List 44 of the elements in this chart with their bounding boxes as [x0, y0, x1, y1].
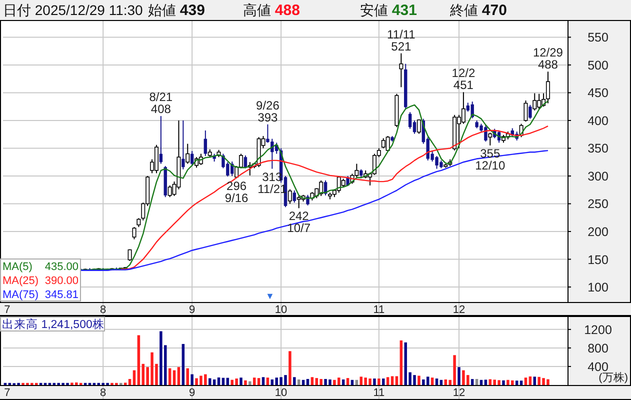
x-tick-label: 9: [189, 387, 196, 399]
annotation: 355 12/10: [475, 146, 506, 172]
x-tick-label: 12: [452, 387, 466, 399]
x-tick-label: 11: [373, 304, 385, 316]
chart-title: 出来高 1,241,500株: [2, 317, 104, 331]
y-tick-label: 400: [588, 114, 608, 128]
text: 始値 439: [148, 2, 205, 19]
annotation: 296 9/16: [224, 179, 249, 206]
x-tick-label: 11: [373, 387, 385, 399]
x-tick-label: 8: [100, 387, 106, 399]
y-tick-label: 350: [588, 142, 608, 156]
series-label: MA(5) 435.00: [2, 261, 78, 273]
y-tick-label: 1200: [584, 322, 612, 337]
annotation: 9/26 393: [256, 98, 280, 124]
annotation: 12/29 488: [532, 46, 564, 72]
y-axis-title: (万株): [598, 371, 628, 384]
x-tick-label: 10: [274, 387, 288, 399]
y-tick-label: 200: [588, 225, 608, 239]
y-tick-label: 550: [588, 30, 608, 45]
x-tick-label: 12: [452, 304, 466, 316]
y-tick-label: 400: [588, 360, 608, 374]
annotation: 12/2 451: [452, 66, 476, 92]
y-tick-label: 250: [588, 197, 608, 212]
y-tick-label: 800: [588, 341, 608, 356]
text: 安値 431: [360, 2, 417, 19]
chart-title: 日付 2025/12/29 11:30: [3, 2, 144, 18]
x-tick-label: 8: [100, 304, 106, 316]
x-tick-label: 10: [274, 304, 288, 316]
x-tick-label: 9: [189, 304, 196, 316]
annotation: ▼: [265, 291, 274, 301]
annotation: 11/11 521: [387, 27, 416, 54]
annotation: 8/21 408: [149, 90, 173, 116]
y-tick-label: 100: [588, 280, 608, 295]
y-tick-label: 450: [588, 86, 608, 100]
text: 終値 470: [449, 2, 507, 19]
text: MA(25) 390.00: [2, 275, 78, 287]
y-tick-label: 300: [588, 169, 608, 184]
series-label: MA(75) 345.81: [2, 289, 78, 301]
y-tick-label: 500: [588, 58, 608, 72]
x-tick-label: 7: [4, 387, 10, 399]
x-tick-label: 7: [4, 304, 10, 316]
y-tick-label: 150: [588, 252, 608, 267]
text: 高値 488: [243, 2, 300, 19]
annotation: 242 10/7: [287, 209, 311, 236]
